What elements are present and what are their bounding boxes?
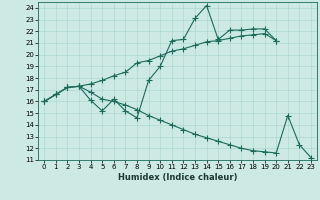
X-axis label: Humidex (Indice chaleur): Humidex (Indice chaleur) (118, 173, 237, 182)
